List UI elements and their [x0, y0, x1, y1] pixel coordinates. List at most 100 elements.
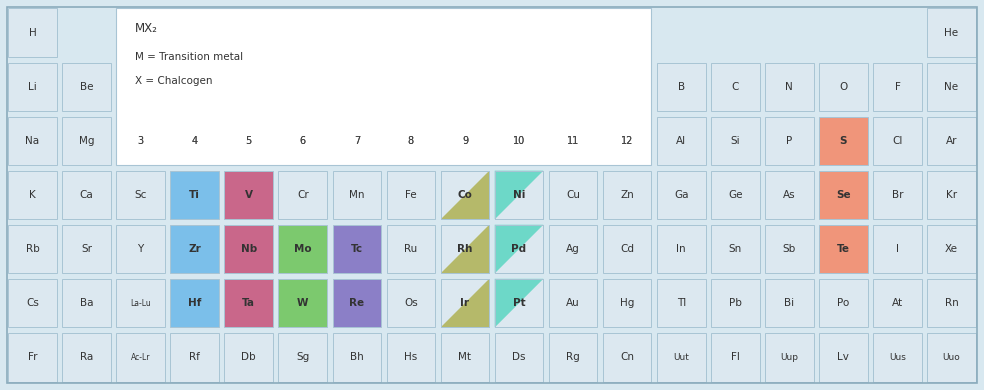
Text: Cr: Cr — [297, 190, 309, 200]
Text: Po: Po — [837, 298, 849, 308]
Text: Cd: Cd — [620, 244, 634, 254]
FancyBboxPatch shape — [116, 171, 165, 219]
Text: O: O — [839, 82, 847, 92]
FancyBboxPatch shape — [495, 333, 543, 381]
Text: 11: 11 — [567, 136, 580, 146]
Polygon shape — [441, 225, 489, 273]
FancyBboxPatch shape — [224, 279, 273, 328]
FancyBboxPatch shape — [603, 333, 651, 381]
FancyBboxPatch shape — [8, 62, 57, 111]
FancyBboxPatch shape — [819, 117, 868, 165]
Text: In: In — [676, 244, 686, 254]
FancyBboxPatch shape — [549, 333, 597, 381]
FancyBboxPatch shape — [62, 279, 111, 328]
Text: Ar: Ar — [946, 136, 957, 146]
FancyBboxPatch shape — [387, 279, 435, 328]
Text: Sb: Sb — [782, 244, 796, 254]
Text: Ru: Ru — [404, 244, 417, 254]
Text: Co: Co — [458, 190, 472, 200]
Text: Ta: Ta — [242, 298, 255, 308]
FancyBboxPatch shape — [711, 333, 760, 381]
FancyBboxPatch shape — [927, 117, 976, 165]
FancyBboxPatch shape — [657, 62, 706, 111]
FancyBboxPatch shape — [657, 279, 706, 328]
Text: F: F — [894, 82, 900, 92]
FancyBboxPatch shape — [224, 333, 273, 381]
Text: V: V — [245, 190, 253, 200]
Text: Bi: Bi — [784, 298, 794, 308]
Text: Cu: Cu — [566, 190, 581, 200]
Text: Rh: Rh — [458, 244, 472, 254]
FancyBboxPatch shape — [657, 171, 706, 219]
Text: W: W — [297, 298, 309, 308]
Text: 11: 11 — [567, 136, 580, 146]
Text: As: As — [783, 190, 796, 200]
Text: Hf: Hf — [188, 298, 202, 308]
Text: Ti: Ti — [189, 190, 200, 200]
Text: Ds: Ds — [513, 352, 525, 362]
FancyBboxPatch shape — [927, 62, 976, 111]
Text: Pb: Pb — [729, 298, 742, 308]
FancyBboxPatch shape — [765, 62, 814, 111]
FancyBboxPatch shape — [927, 225, 976, 273]
Text: 7: 7 — [353, 136, 360, 146]
FancyBboxPatch shape — [387, 333, 435, 381]
Text: S: S — [839, 136, 847, 146]
FancyBboxPatch shape — [711, 279, 760, 328]
FancyBboxPatch shape — [873, 171, 922, 219]
FancyBboxPatch shape — [819, 171, 868, 219]
Polygon shape — [495, 225, 543, 273]
Text: Tl: Tl — [677, 298, 686, 308]
Text: Be: Be — [80, 82, 93, 92]
FancyBboxPatch shape — [441, 171, 489, 219]
FancyBboxPatch shape — [603, 171, 651, 219]
Text: Cs: Cs — [26, 298, 39, 308]
Text: 3: 3 — [138, 136, 144, 146]
FancyBboxPatch shape — [278, 171, 327, 219]
FancyBboxPatch shape — [441, 333, 489, 381]
FancyBboxPatch shape — [873, 225, 922, 273]
FancyBboxPatch shape — [8, 333, 57, 381]
FancyBboxPatch shape — [927, 333, 976, 381]
Text: Br: Br — [892, 190, 903, 200]
Text: Uup: Uup — [780, 353, 798, 362]
Text: 5: 5 — [246, 136, 252, 146]
FancyBboxPatch shape — [927, 9, 976, 57]
Text: Au: Au — [566, 298, 580, 308]
Text: Zr: Zr — [188, 244, 201, 254]
Text: 10: 10 — [513, 136, 525, 146]
Text: H: H — [29, 28, 36, 38]
Text: Hs: Hs — [404, 352, 417, 362]
Text: Cn: Cn — [620, 352, 634, 362]
Text: Ra: Ra — [80, 352, 93, 362]
FancyBboxPatch shape — [873, 117, 922, 165]
FancyBboxPatch shape — [8, 279, 57, 328]
FancyBboxPatch shape — [170, 171, 219, 219]
Text: B: B — [678, 82, 685, 92]
Text: La-Lu: La-Lu — [130, 299, 151, 308]
FancyBboxPatch shape — [549, 225, 597, 273]
Text: 6: 6 — [300, 136, 306, 146]
FancyBboxPatch shape — [873, 279, 922, 328]
Text: Uus: Uus — [890, 353, 906, 362]
FancyBboxPatch shape — [819, 62, 868, 111]
FancyBboxPatch shape — [495, 279, 543, 328]
Text: 9: 9 — [461, 136, 468, 146]
FancyBboxPatch shape — [170, 333, 219, 381]
Text: Se: Se — [836, 190, 851, 200]
FancyBboxPatch shape — [603, 225, 651, 273]
Text: Os: Os — [404, 298, 418, 308]
Text: Nb: Nb — [240, 244, 257, 254]
FancyBboxPatch shape — [549, 279, 597, 328]
Text: Mo: Mo — [294, 244, 312, 254]
FancyBboxPatch shape — [333, 279, 381, 328]
Text: 8: 8 — [407, 136, 414, 146]
Text: Ag: Ag — [566, 244, 580, 254]
Text: Xe: Xe — [945, 244, 958, 254]
FancyBboxPatch shape — [62, 62, 111, 111]
FancyBboxPatch shape — [765, 279, 814, 328]
Text: He: He — [945, 28, 958, 38]
Text: I: I — [896, 244, 899, 254]
FancyBboxPatch shape — [549, 171, 597, 219]
FancyBboxPatch shape — [495, 225, 543, 273]
